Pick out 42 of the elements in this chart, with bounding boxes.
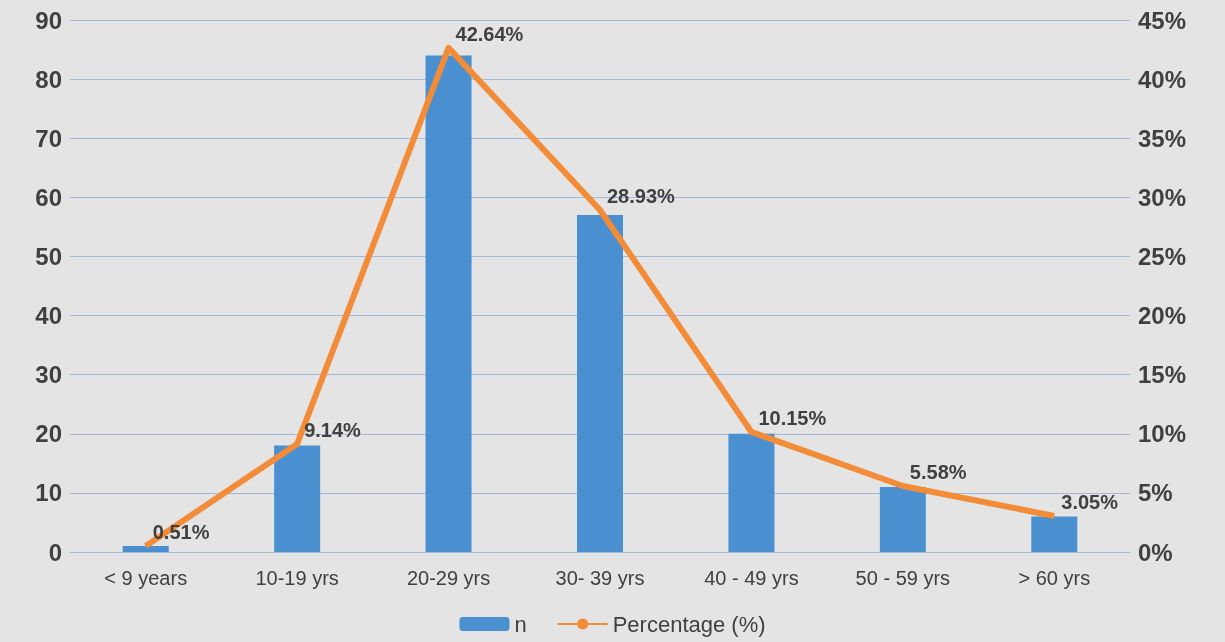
bar [274,445,321,552]
y2-tick-label: 45% [1138,6,1187,34]
y-tick-label: 50 [35,242,62,270]
y-tick-label: 60 [35,183,62,211]
y2-tick-label: 40% [1138,65,1187,93]
bar [879,486,926,552]
data-label: 5.58% [909,461,967,484]
data-label: 3.05% [1061,490,1119,513]
y-tick-label: 40 [35,302,62,330]
y2-tick-label: 20% [1138,302,1187,330]
bar [425,55,472,552]
y2-tick-label: 5% [1138,479,1173,507]
y-tick-label: 10 [35,479,62,507]
y2-tick-label: 25% [1138,242,1187,270]
legend-label: n [514,611,527,637]
bar [122,546,169,552]
bar [728,433,775,552]
x-tick-label: 10-19 yrs [255,567,339,589]
y-tick-label: 70 [35,124,62,152]
y-tick-label: 90 [35,6,62,34]
x-tick-label: 40 - 49 yrs [704,567,799,589]
data-label: 10.15% [758,407,827,429]
y2-tick-label: 30% [1138,183,1187,211]
legend-label: Percentage (%) [612,611,766,637]
bar [577,215,623,552]
y-tick-label: 30 [35,361,62,389]
data-label: 42.64% [455,22,524,45]
bar [1031,516,1078,552]
data-label: 9.14% [304,418,362,441]
y-tick-label: 0 [48,538,62,566]
x-tick-label: > 60 yrs [1018,567,1091,589]
y-tick-label: 20 [35,420,62,448]
x-tick-label: < 9 years [104,567,188,589]
y2-tick-label: 0% [1138,538,1173,566]
x-tick-label: 20-29 yrs [406,567,491,589]
data-label: 28.93% [607,184,676,207]
y-tick-label: 80 [35,65,62,93]
y2-tick-label: 15% [1138,361,1187,389]
y2-tick-label: 35% [1138,124,1187,152]
y2-tick-label: 10% [1138,420,1187,448]
x-tick-label: 30- 39 yrs [555,567,645,589]
x-tick-label: 50 - 59 yrs [855,567,951,589]
